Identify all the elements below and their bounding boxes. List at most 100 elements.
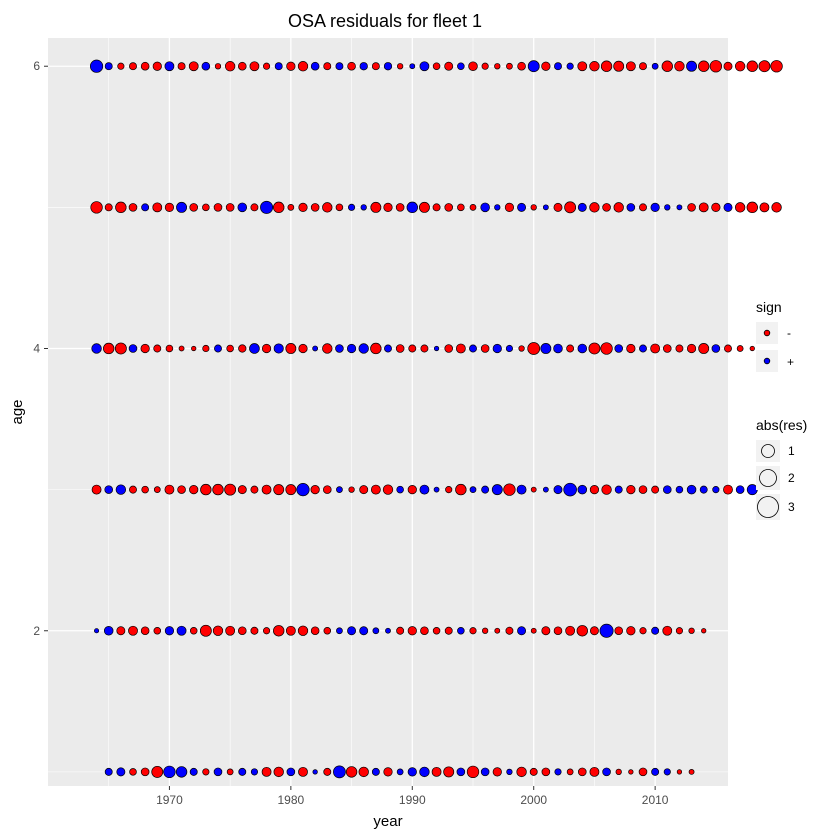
residual-point <box>214 63 222 70</box>
residual-point <box>261 343 272 354</box>
residual-point <box>675 485 684 494</box>
residual-point <box>444 61 454 71</box>
residual-point <box>140 767 150 777</box>
residual-point <box>518 345 525 352</box>
residual-point <box>383 62 393 71</box>
residual-point <box>588 342 601 355</box>
residual-point <box>480 202 490 213</box>
residual-point <box>213 203 223 212</box>
legend-sign-negative-label: - <box>787 326 791 340</box>
residual-point <box>564 201 577 214</box>
residual-point <box>129 62 137 71</box>
residual-point <box>758 60 771 73</box>
residual-point <box>589 626 599 636</box>
residual-point <box>615 768 622 776</box>
residual-point <box>566 62 574 70</box>
residual-point <box>444 203 454 212</box>
residual-point <box>542 486 549 493</box>
residual-point <box>383 767 393 777</box>
residual-point <box>178 345 185 352</box>
residual-point <box>614 344 624 353</box>
residual-point <box>651 767 660 776</box>
residual-point <box>152 202 163 213</box>
residual-point <box>626 626 636 636</box>
residual-point <box>494 627 501 634</box>
legend-key-bg <box>756 440 780 462</box>
residual-point <box>709 60 723 73</box>
y-tick-label: 2 <box>33 624 40 638</box>
residual-point <box>212 483 224 496</box>
residual-point <box>323 767 332 776</box>
x-tick-label: 1980 <box>278 793 305 807</box>
residual-point <box>746 484 758 496</box>
legend-sign-negative-marker <box>763 329 771 337</box>
residual-point <box>662 485 672 494</box>
residual-point <box>237 485 247 495</box>
residual-point <box>214 344 222 353</box>
residual-point <box>128 203 138 212</box>
residual-point <box>675 627 683 635</box>
legend-size-1-label: 1 <box>788 444 795 458</box>
residual-point <box>395 344 405 353</box>
residual-point <box>480 767 490 777</box>
residual-point <box>153 486 161 493</box>
residual-point <box>712 486 720 494</box>
residual-point <box>286 767 296 777</box>
residual-point <box>152 61 162 71</box>
residual-point <box>347 626 357 636</box>
residual-point <box>724 344 732 353</box>
chart-title: OSA residuals for fleet 1 <box>288 11 482 31</box>
residual-point <box>153 344 162 353</box>
residual-point <box>140 626 150 636</box>
residual-point <box>457 62 465 70</box>
residual-point <box>734 202 746 213</box>
residual-point <box>335 203 344 212</box>
residual-point <box>177 485 186 494</box>
residual-point <box>260 200 274 214</box>
residual-point <box>506 768 513 776</box>
residual-point <box>129 485 137 494</box>
residual-point <box>348 486 355 493</box>
residual-point <box>140 61 150 71</box>
residual-point <box>553 626 563 636</box>
residual-point <box>530 486 537 493</box>
residual-point <box>492 343 502 354</box>
residual-point <box>115 201 127 214</box>
residual-point <box>529 767 538 776</box>
residual-point <box>663 768 671 776</box>
residual-point <box>517 202 527 212</box>
residual-point <box>335 62 344 71</box>
residual-point <box>261 766 272 777</box>
residual-point <box>103 625 114 636</box>
legend-size-3-marker <box>757 496 779 518</box>
residual-point <box>360 204 367 211</box>
residual-point <box>406 201 418 214</box>
residual-point <box>103 342 115 355</box>
residual-point <box>104 767 113 776</box>
residual-point <box>469 344 477 353</box>
residual-point <box>662 344 672 353</box>
residual-point <box>651 62 659 70</box>
residual-point <box>444 626 453 635</box>
residual-point <box>237 202 248 213</box>
residual-point <box>298 343 308 354</box>
residual-point <box>201 61 211 71</box>
x-tick-label: 1990 <box>399 793 426 807</box>
residual-point <box>530 204 537 211</box>
residual-point <box>385 627 391 634</box>
residual-point <box>503 483 516 496</box>
residual-point <box>602 203 611 212</box>
residual-point <box>565 625 576 636</box>
residual-point <box>250 203 259 212</box>
residual-point <box>346 343 357 354</box>
legend-size: abs(res) 1 2 3 <box>756 417 807 520</box>
residual-point <box>599 623 614 638</box>
residual-point <box>504 202 515 212</box>
residual-point <box>577 61 588 72</box>
residual-point <box>104 485 114 494</box>
residual-point <box>212 625 224 636</box>
residual-point <box>601 484 612 495</box>
residual-point <box>674 61 685 72</box>
residual-point <box>688 627 695 634</box>
